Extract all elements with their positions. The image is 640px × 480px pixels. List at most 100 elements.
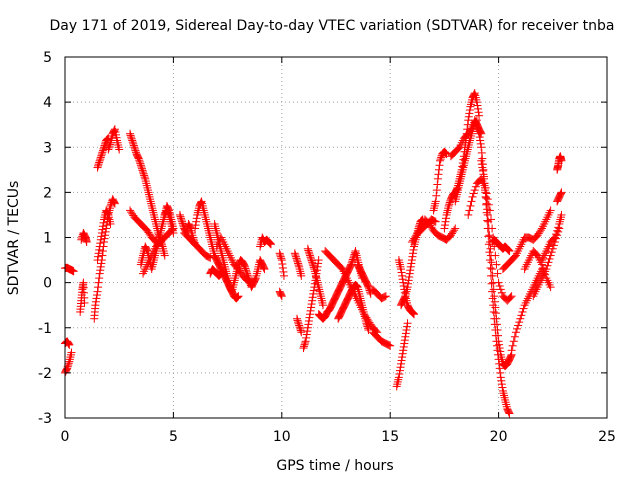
data-point bbox=[291, 252, 300, 261]
data-point bbox=[397, 359, 406, 368]
data-point bbox=[159, 247, 168, 256]
data-point bbox=[193, 210, 202, 219]
data-point bbox=[159, 217, 168, 226]
data-point bbox=[547, 248, 556, 257]
data-point bbox=[498, 386, 507, 395]
data-point bbox=[129, 139, 138, 148]
data-point bbox=[151, 217, 160, 226]
data-point bbox=[278, 260, 287, 269]
data-point bbox=[279, 271, 288, 280]
data-point bbox=[146, 197, 155, 206]
y-tick-label: 2 bbox=[43, 185, 52, 201]
data-point bbox=[99, 144, 108, 153]
data-point bbox=[445, 200, 454, 209]
data-point bbox=[292, 256, 301, 265]
data-point bbox=[137, 256, 146, 265]
data-point bbox=[517, 311, 526, 320]
data-point bbox=[206, 233, 215, 242]
data-point bbox=[549, 241, 558, 250]
data-point bbox=[363, 324, 372, 333]
data-point bbox=[211, 222, 220, 231]
data-point bbox=[135, 157, 144, 166]
data-point bbox=[401, 332, 410, 341]
data-point bbox=[490, 297, 499, 306]
data-point bbox=[260, 265, 269, 274]
data-point bbox=[347, 258, 356, 267]
data-point bbox=[108, 195, 117, 204]
data-point bbox=[466, 201, 475, 210]
x-axis-ticks: 0 5 10 15 20 25 bbox=[61, 57, 616, 445]
data-point bbox=[96, 235, 105, 244]
data-point bbox=[444, 204, 453, 213]
data-point bbox=[110, 198, 119, 207]
data-point bbox=[294, 261, 303, 270]
data-point bbox=[495, 282, 504, 291]
data-point bbox=[293, 257, 302, 266]
data-point bbox=[393, 380, 402, 389]
data-point bbox=[430, 204, 439, 213]
data-point bbox=[546, 283, 555, 292]
data-point bbox=[441, 217, 450, 226]
data-point bbox=[303, 323, 312, 332]
data-point bbox=[93, 163, 102, 172]
data-point bbox=[545, 254, 554, 263]
data-point bbox=[147, 201, 156, 210]
data-point bbox=[103, 209, 112, 218]
x-tick-label: 20 bbox=[490, 429, 508, 445]
data-point bbox=[309, 286, 318, 295]
y-tick-label: -3 bbox=[38, 411, 52, 427]
data-point bbox=[294, 319, 303, 328]
data-point bbox=[66, 353, 75, 362]
data-point bbox=[217, 269, 226, 278]
y-tick-label: -1 bbox=[38, 321, 52, 337]
data-point bbox=[400, 336, 409, 345]
data-point bbox=[513, 324, 522, 333]
data-point bbox=[364, 326, 373, 335]
data-point bbox=[395, 370, 404, 379]
data-point bbox=[503, 406, 512, 415]
y-tick-label: 3 bbox=[43, 140, 52, 156]
data-point bbox=[140, 171, 149, 180]
data-point bbox=[494, 278, 503, 287]
data-point bbox=[496, 347, 505, 356]
data-point bbox=[234, 292, 243, 301]
data-point bbox=[477, 143, 486, 152]
data-point bbox=[137, 164, 146, 173]
data-point bbox=[485, 248, 494, 257]
data-point bbox=[98, 148, 107, 157]
data-point bbox=[443, 206, 452, 215]
data-point bbox=[148, 204, 157, 213]
data-point bbox=[105, 140, 114, 149]
data-point bbox=[399, 282, 408, 291]
data-point bbox=[136, 159, 145, 168]
data-point bbox=[380, 292, 389, 301]
data-point bbox=[405, 269, 414, 278]
data-point bbox=[106, 201, 115, 210]
data-point bbox=[302, 333, 311, 342]
data-point bbox=[266, 240, 275, 249]
data-point bbox=[115, 145, 124, 154]
data-point bbox=[146, 195, 155, 204]
data-point bbox=[318, 298, 327, 307]
data-point bbox=[403, 322, 412, 331]
data-point bbox=[205, 228, 214, 237]
data-point bbox=[497, 288, 506, 297]
data-point bbox=[504, 245, 513, 254]
data-point bbox=[294, 259, 303, 268]
data-point bbox=[186, 223, 195, 232]
data-point bbox=[304, 246, 313, 255]
data-point bbox=[158, 222, 167, 231]
data-point bbox=[486, 244, 495, 253]
data-point bbox=[365, 284, 374, 293]
data-point bbox=[276, 289, 285, 298]
data-point bbox=[106, 219, 115, 228]
data-point bbox=[400, 293, 409, 302]
data-point bbox=[465, 109, 474, 118]
data-point bbox=[544, 258, 553, 267]
data-point bbox=[515, 318, 524, 327]
data-point bbox=[507, 346, 516, 355]
data-point bbox=[307, 256, 316, 265]
data-point bbox=[395, 258, 404, 267]
data-point bbox=[275, 249, 284, 258]
data-point bbox=[514, 321, 523, 330]
